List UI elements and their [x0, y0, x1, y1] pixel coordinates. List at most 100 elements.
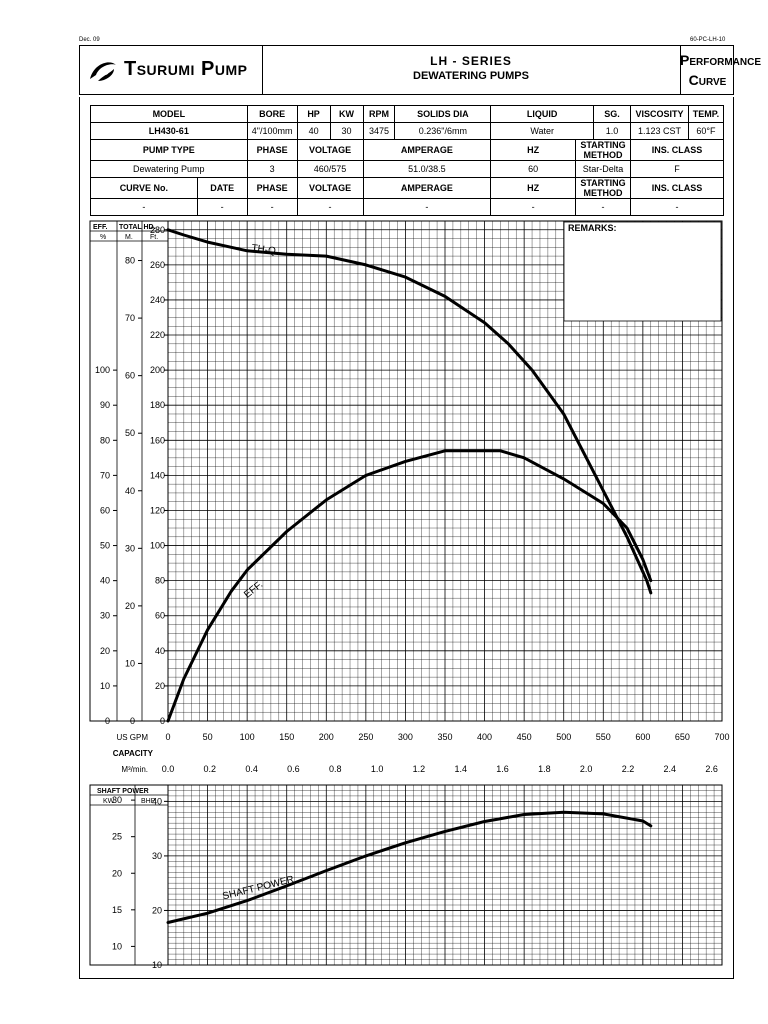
- m3-tick-label: 2.4: [664, 764, 677, 774]
- eff-axis-header: EFF.: [93, 224, 107, 231]
- series-title: LH - SERIES: [430, 54, 512, 68]
- ft-tick-label: 260: [150, 260, 165, 270]
- eff-tick-label: 80: [100, 435, 110, 445]
- ft-tick-label: 100: [150, 541, 165, 551]
- ft-tick-label: 280: [150, 225, 165, 235]
- eff-tick-label: 60: [100, 505, 110, 515]
- spec-cell: -: [630, 198, 724, 216]
- ft-tick-label: 80: [155, 576, 165, 586]
- ft-tick-label: 120: [150, 505, 165, 515]
- capacity-label: CAPACITY: [113, 749, 154, 758]
- brand-cell: Tsurumi Pump: [80, 46, 263, 94]
- m-tick-label: 80: [125, 256, 135, 266]
- eff-tick-label: 30: [100, 611, 110, 621]
- m3-tick-label: 1.2: [413, 764, 426, 774]
- kw-tick-label: 15: [112, 905, 122, 915]
- th-q-series-label: TH-Q: [251, 243, 277, 257]
- doc-title-cell: Performance Curve: [680, 46, 761, 94]
- gpm-tick-label: 0: [165, 732, 170, 742]
- head-axis-header: TOTAL HD.: [119, 224, 156, 231]
- ft-tick-label: 0: [160, 716, 165, 726]
- gpm-tick-label: 100: [240, 732, 255, 742]
- m-tick-label: 40: [125, 486, 135, 496]
- shaft-power-header: SHAFT POWER: [97, 788, 149, 795]
- ft-tick-label: 40: [155, 646, 165, 656]
- ft-tick-label: 180: [150, 400, 165, 410]
- spec-cell: -: [362, 198, 492, 216]
- document-code: 60-PC-LH-10: [690, 37, 726, 43]
- date-code: Dec. 09: [79, 37, 100, 43]
- m3-tick-label: 0.6: [287, 764, 300, 774]
- m-tick-label: 70: [125, 313, 135, 323]
- tsurumi-logo-icon: [90, 62, 116, 81]
- eff-tick-label: 10: [100, 681, 110, 691]
- ft-tick-label: 140: [150, 470, 165, 480]
- m-tick-label: 50: [125, 428, 135, 438]
- series-cell: LH - SERIES DEWATERING PUMPS: [262, 46, 681, 94]
- remarks-label: REMARKS:: [568, 223, 617, 233]
- m3-tick-label: 1.4: [454, 764, 467, 774]
- gpm-tick-label: 650: [675, 732, 690, 742]
- head-m-unit-label: M.: [125, 234, 133, 241]
- m-tick-label: 20: [125, 601, 135, 611]
- series-subtitle: DEWATERING PUMPS: [413, 70, 529, 82]
- m3-tick-label: 1.8: [538, 764, 551, 774]
- spec-table: MODEL BORE HP KW RPM SOLIDS DIA LIQUID S…: [90, 105, 725, 216]
- efficiency-curve: [166, 449, 653, 723]
- doc-title-line2: Curve: [688, 72, 727, 88]
- head-ft-unit-label: Ft.: [150, 234, 158, 241]
- m3-tick-label: 0.2: [204, 764, 217, 774]
- shaft-power-curve: [166, 810, 653, 924]
- bhp-tick-label: 30: [152, 851, 162, 861]
- bhp-tick-label: 40: [152, 796, 162, 806]
- kw-tick-label: 10: [112, 941, 122, 951]
- gpm-tick-label: 450: [517, 732, 532, 742]
- m3-tick-label: 1.6: [496, 764, 509, 774]
- m-tick-label: 60: [125, 371, 135, 381]
- m3-tick-label: 0.0: [162, 764, 175, 774]
- gpm-tick-label: 350: [437, 732, 452, 742]
- eff-tick-label: 100: [95, 365, 110, 375]
- bhp-tick-label: 20: [152, 905, 162, 915]
- kw-unit-label: KW: [103, 798, 115, 805]
- gpm-axis-label: US GPM: [116, 733, 148, 742]
- ft-tick-label: 220: [150, 330, 165, 340]
- m3-tick-label: 2.6: [705, 764, 718, 774]
- kw-tick-label: 30: [112, 795, 122, 805]
- eff-tick-label: 90: [100, 400, 110, 410]
- eff-tick-label: 70: [100, 470, 110, 480]
- remarks-box: [563, 221, 722, 322]
- kw-tick-label: 20: [112, 868, 122, 878]
- gpm-tick-label: 600: [635, 732, 650, 742]
- m3-tick-label: 2.0: [580, 764, 593, 774]
- ft-tick-label: 240: [150, 295, 165, 305]
- sheet-frame: [79, 97, 734, 979]
- gpm-tick-label: 550: [596, 732, 611, 742]
- m3-tick-label: 1.0: [371, 764, 384, 774]
- ft-tick-label: 20: [155, 681, 165, 691]
- eff-tick-label: 50: [100, 541, 110, 551]
- ft-tick-label: 160: [150, 435, 165, 445]
- th-q-curve: [166, 228, 653, 595]
- m3-axis-label: M³/min.: [121, 765, 148, 774]
- brand-name: Tsurumi Pump: [124, 58, 248, 80]
- gpm-tick-label: 250: [358, 732, 373, 742]
- gpm-tick-label: 50: [203, 732, 213, 742]
- eff-tick-label: 40: [100, 576, 110, 586]
- gpm-tick-label: 200: [319, 732, 334, 742]
- m-tick-label: 0: [130, 716, 135, 726]
- spec-cell: TEMP.: [687, 105, 725, 123]
- kw-tick-label: 25: [112, 832, 122, 842]
- ft-tick-label: 200: [150, 365, 165, 375]
- m3-tick-label: 2.2: [622, 764, 635, 774]
- bhp-unit-label: BHP: [141, 798, 156, 805]
- gpm-tick-label: 150: [279, 732, 294, 742]
- gpm-tick-label: 700: [714, 732, 729, 742]
- m-tick-label: 10: [125, 658, 135, 668]
- gpm-tick-label: 400: [477, 732, 492, 742]
- spec-row-5: CURVE No. DATE PHASE VOLTAGE AMPERAGE HZ…: [90, 177, 724, 199]
- gpm-tick-label: 500: [556, 732, 571, 742]
- m3-tick-label: 0.4: [245, 764, 258, 774]
- spec-cell: -: [296, 198, 364, 216]
